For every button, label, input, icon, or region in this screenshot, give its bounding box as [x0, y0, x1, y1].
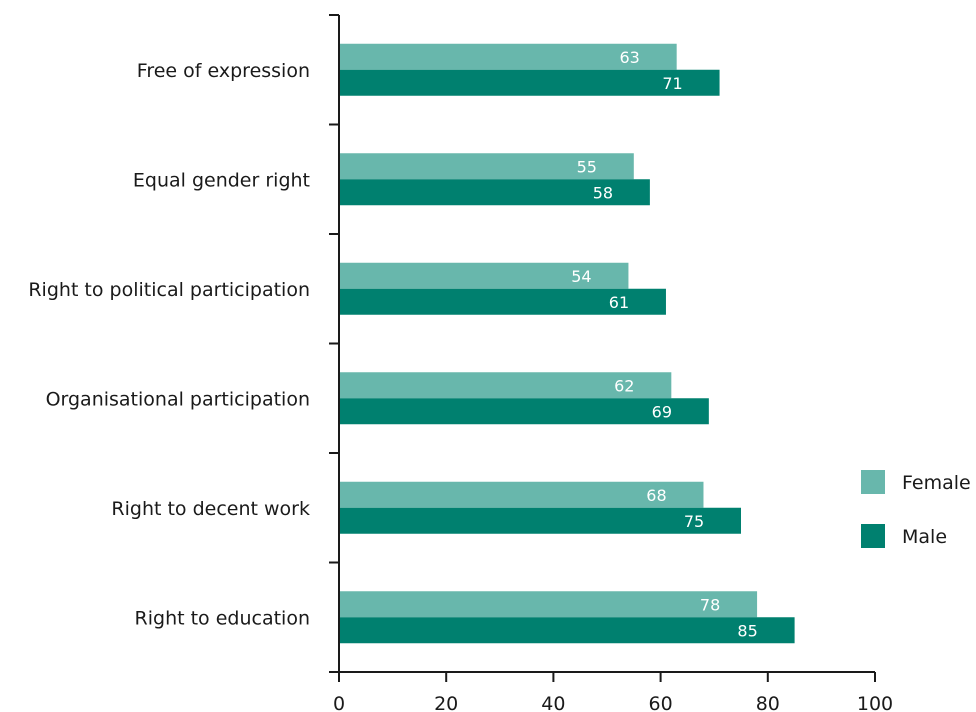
bar-female-organisational-participation	[339, 372, 672, 399]
bar-value-male-free-of-expression: 71	[662, 74, 682, 93]
bar-male-equal-gender-right	[339, 179, 650, 206]
x-tick-label-0: 0	[333, 693, 345, 712]
bar-value-male-organisational-participation: 69	[652, 402, 672, 421]
legend-label-male: Male	[902, 526, 947, 548]
bar-value-male-right-to-political-participation: 61	[609, 293, 629, 312]
legend-swatch-female	[861, 470, 885, 494]
bar-value-male-right-to-decent-work: 75	[684, 512, 704, 531]
bar-male-right-to-decent-work	[339, 507, 741, 534]
category-labels: Free of expression Equal gender right Righ…	[28, 60, 310, 630]
bar-female-right-to-education	[339, 591, 758, 618]
bar-value-female-equal-gender-right: 55	[577, 157, 597, 176]
bar-value-male-equal-gender-right: 58	[593, 183, 613, 202]
bar-male-organisational-participation	[339, 398, 709, 425]
bar-value-labels: 63 71 55 58 54 61 62 69 68 75 78 85	[571, 48, 758, 641]
bar-female-right-to-political-participation	[339, 262, 629, 289]
legend-label-female: Female	[902, 472, 971, 494]
bar-value-female-free-of-expression: 63	[620, 48, 640, 67]
x-tick-label-80: 80	[756, 693, 780, 712]
category-label-free-of-expression: Free of expression	[137, 60, 310, 82]
x-tick-label-60: 60	[649, 693, 673, 712]
bar-female-equal-gender-right	[339, 153, 634, 180]
x-tick-label-20: 20	[434, 693, 458, 712]
bar-value-female-right-to-decent-work: 68	[646, 486, 666, 505]
legend-swatch-male	[861, 524, 885, 548]
bar-male-free-of-expression	[339, 69, 720, 96]
bar-female-right-to-decent-work	[339, 481, 704, 508]
bars-layer	[339, 43, 795, 644]
bar-value-female-right-to-education: 78	[700, 595, 720, 614]
bar-female-free-of-expression	[339, 43, 677, 70]
category-label-equal-gender-right: Equal gender right	[133, 169, 310, 191]
category-label-organisational-participation: Organisational participation	[46, 388, 310, 410]
bar-value-male-right-to-education: 85	[737, 621, 757, 640]
bar-male-right-to-education	[339, 617, 795, 644]
x-tick-label-40: 40	[541, 693, 565, 712]
bar-value-female-right-to-political-participation: 54	[571, 267, 591, 286]
bar-male-right-to-political-participation	[339, 288, 666, 315]
bar-value-female-organisational-participation: 62	[614, 376, 634, 395]
category-label-right-to-decent-work: Right to decent work	[111, 498, 310, 520]
category-label-right-to-education: Right to education	[135, 607, 310, 629]
category-label-right-to-political-participation: Right to political participation	[28, 279, 310, 301]
legend: Female Male	[861, 470, 971, 548]
x-tick-label-100: 100	[857, 693, 893, 712]
axes: 0 20 40 60 80 100	[329, 14, 893, 712]
